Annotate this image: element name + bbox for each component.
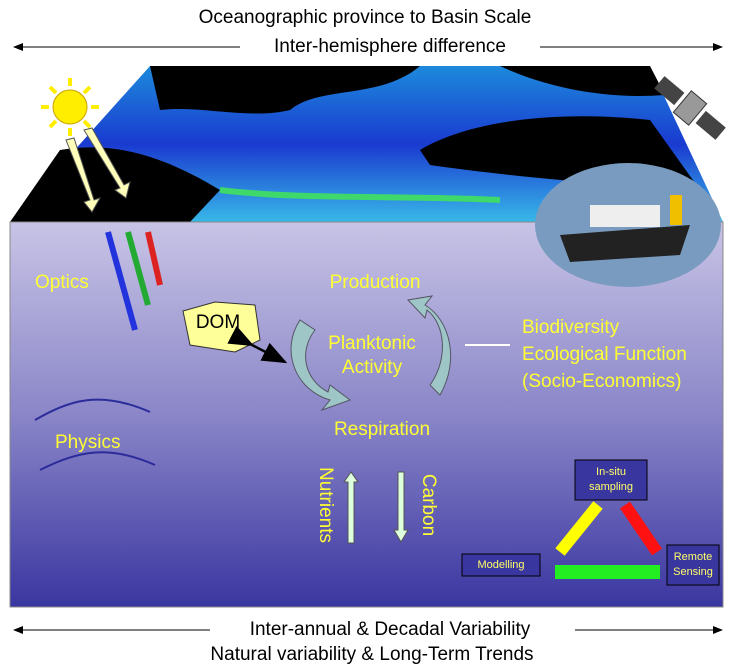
dom-label: DOM (196, 312, 240, 333)
land (150, 66, 420, 114)
wave (39, 451, 156, 471)
down-arrow (393, 471, 409, 543)
remote-label: Remote (674, 551, 713, 563)
sun-icon (41, 78, 99, 136)
land (500, 66, 665, 96)
insitu-label: In-situ (596, 466, 626, 478)
activity-label: Planktonic (328, 333, 416, 354)
remote-label: Sensing (673, 566, 713, 578)
modelling-label: Modelling (477, 559, 524, 571)
method-box (574, 459, 648, 501)
method-arrow (620, 501, 662, 556)
method-box (461, 553, 541, 577)
ocean-panel (9, 221, 724, 608)
activity-label: Activity (342, 357, 403, 378)
cycle-arrow (406, 295, 452, 396)
insitu-label: sampling (589, 481, 633, 493)
variability-title: Inter-annual & Decadal Variability (250, 619, 531, 640)
trends-title: Natural variability & Long-Term Trends (210, 644, 533, 665)
sun-rays (65, 127, 131, 213)
difference-title: Inter-hemisphere difference (274, 36, 506, 57)
carbon-label: Carbon (418, 474, 439, 536)
production-label: Production (330, 272, 421, 293)
nutrients-label: Nutrients (315, 467, 336, 543)
optics-label: Optics (35, 272, 89, 293)
dom-arrow (227, 325, 288, 364)
impact-label: Ecological Function (522, 344, 687, 365)
ship-photo (535, 163, 721, 287)
satellite-icon (654, 76, 726, 140)
cycle-arrow (290, 319, 352, 412)
wave (34, 398, 151, 421)
respiration-label: Respiration (334, 419, 430, 440)
physics-label: Physics (55, 432, 120, 453)
method-box (666, 544, 720, 586)
bloom (219, 187, 501, 203)
land (10, 147, 220, 222)
impact-label: Biodiversity (522, 317, 620, 338)
light-arrows (105, 231, 163, 331)
method-arrow (555, 501, 603, 556)
impact-label: (Socio-Economics) (522, 371, 681, 392)
scale-title: Oceanographic province to Basin Scale (199, 7, 532, 28)
up-arrow (343, 471, 359, 544)
